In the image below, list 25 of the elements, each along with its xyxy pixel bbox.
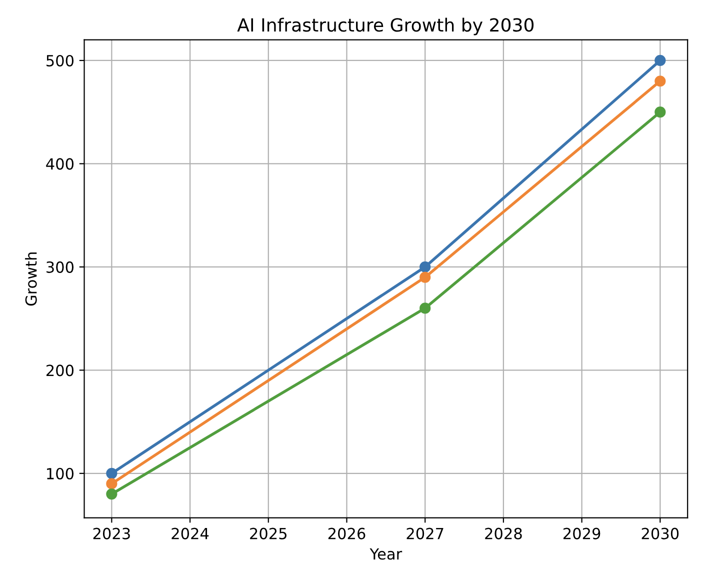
point [654,106,666,118]
x-tick-label: 2029 [563,528,600,540]
point [106,478,118,490]
point [654,76,666,87]
y-tick-label: 200 [46,364,74,376]
x-tick-label: 2024 [172,528,209,540]
y-tick-label: 100 [47,468,74,480]
x-axis-title: Year [370,548,402,560]
point [106,468,118,479]
x-tick-label: 2028 [485,528,522,540]
x-tick-label: 2027 [406,528,444,540]
point [420,272,431,283]
x-tick-label: 2023 [93,528,130,540]
y-tick-label: 300 [46,261,74,273]
point [106,488,118,500]
x-tick-label: 2030 [642,528,679,540]
x-tick-label: 2025 [250,528,286,540]
point [420,261,431,272]
point [654,54,666,66]
y-tick-label: 500 [46,54,74,66]
y-tick-label: 400 [46,158,74,170]
y-axis-title: Growth [25,252,37,306]
x-tick-label: 2026 [328,528,366,540]
point [420,302,431,314]
chart-title: AI Infrastructure Growth by 2030 [237,18,534,36]
